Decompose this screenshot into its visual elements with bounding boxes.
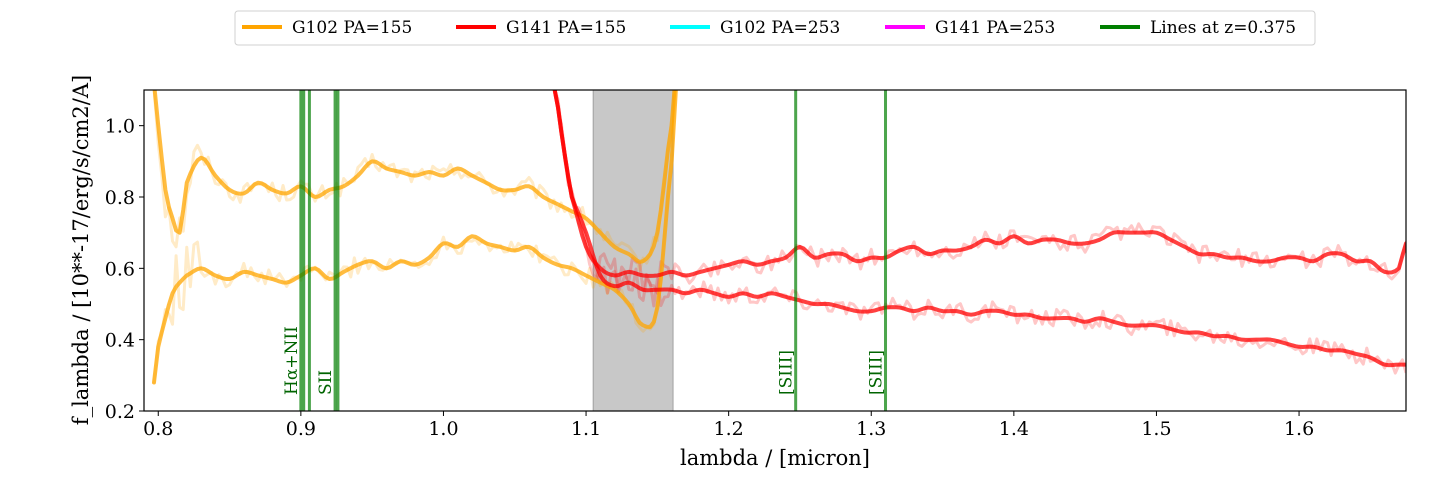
spectrum-noisy-trace — [152, 90, 676, 272]
spectrum-series-line — [552, 90, 1406, 368]
plot-frame — [143, 89, 1407, 412]
emission-line-label: SII — [316, 370, 336, 395]
y-tick-label: 1.0 — [105, 116, 135, 138]
shaded-region-layer — [592, 90, 674, 411]
x-tick-label: 1.1 — [571, 418, 601, 440]
emission-lines-layer — [299, 90, 888, 411]
emission-line-label: Hα+NII — [282, 326, 302, 395]
spectrum-series-line — [151, 90, 678, 385]
y-tick-label: 0.8 — [105, 187, 135, 209]
plot-area — [144, 90, 1406, 411]
x-tick-label: 0.9 — [286, 418, 316, 440]
legend-entry-label: Lines at z=0.375 — [1150, 18, 1296, 38]
x-tick-label: 1.0 — [428, 418, 458, 440]
masked-wavelength-region — [592, 90, 674, 411]
x-tick-label: 1.6 — [1284, 418, 1314, 440]
legend-entry-label: G102 PA=253 — [720, 18, 840, 38]
legend-entry-label: G102 PA=155 — [292, 18, 412, 38]
x-tick-label: 1.3 — [856, 418, 886, 440]
x-tick-label: 1.2 — [714, 418, 744, 440]
legend-entries: G102 PA=155 G141 PA=155 G102 PA=253 G141 PA… — [242, 18, 1296, 38]
series-layer — [151, 90, 1406, 385]
emission-line-label: [SIII] — [867, 350, 887, 395]
y-axis-label: f_lambda / [10**-17/erg/s/cm2/A] — [69, 75, 93, 425]
emission-line-labels: Hα+NII SII [SIII] [SIII] — [282, 326, 887, 395]
spectrum-series-line — [152, 90, 677, 264]
legend-entry-label: G141 PA=155 — [506, 18, 626, 38]
legend-entry-label: G141 PA=253 — [935, 18, 1055, 38]
x-axis-ticks: 0.8 0.9 1.0 1.1 1.2 1.3 1.4 1.5 1.6 — [143, 411, 1314, 440]
spectrum-series-line — [552, 90, 1406, 278]
emission-line-label: [SIII] — [777, 350, 797, 395]
y-tick-label: 0.6 — [105, 258, 135, 280]
y-axis-ticks: 0.2 0.4 0.6 0.8 1.0 — [105, 116, 144, 423]
x-axis-label: lambda / [micron] — [680, 446, 870, 470]
y-tick-label: 0.4 — [105, 330, 135, 352]
x-tick-label: 0.8 — [143, 418, 173, 440]
x-tick-label: 1.5 — [1141, 418, 1171, 440]
legend: G102 PA=155 G141 PA=155 G102 PA=253 G141 PA… — [234, 10, 1316, 46]
legend-box — [234, 10, 1316, 46]
x-tick-label: 1.4 — [999, 418, 1029, 440]
y-tick-label: 0.2 — [105, 401, 135, 423]
